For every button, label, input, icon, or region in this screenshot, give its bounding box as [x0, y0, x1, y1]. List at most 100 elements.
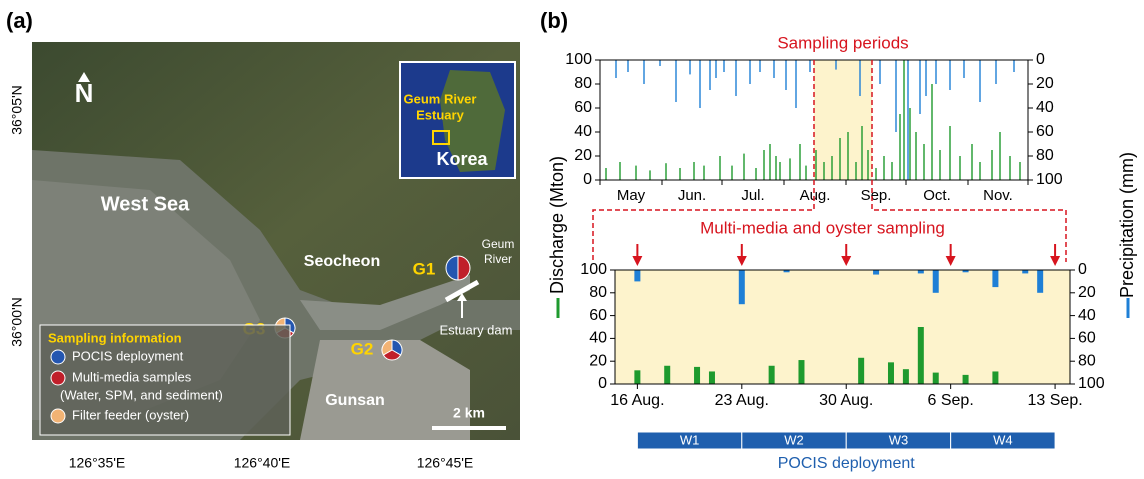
bar [1037, 270, 1043, 293]
bar [755, 168, 756, 180]
bar [895, 60, 896, 132]
bar [815, 150, 816, 180]
bar [679, 168, 680, 180]
legend-label: (Water, SPM, and sediment) [60, 387, 223, 402]
chart-title: Sampling periods [777, 33, 908, 52]
bar [739, 270, 745, 304]
x-tick-label: 13 Sep. [1028, 392, 1083, 409]
bar [992, 270, 998, 287]
bar [925, 60, 926, 96]
bar [995, 60, 996, 84]
sampling-arrow-head [1050, 256, 1060, 266]
legend-label: Filter feeder (oyster) [72, 407, 189, 422]
x-tick-label: May [617, 187, 646, 204]
plot-background [615, 270, 1070, 384]
y-tick-label: 40 [574, 123, 592, 140]
bar [935, 60, 936, 84]
bar [735, 60, 736, 96]
bar [769, 144, 770, 180]
y2-tick-label: 0 [1036, 51, 1045, 68]
x-tick-label: 6 Sep. [928, 392, 974, 409]
scale-label: 2 km [453, 405, 485, 421]
bar [703, 166, 704, 180]
bar [605, 168, 606, 180]
bar [1022, 270, 1028, 273]
bar [749, 60, 750, 84]
bar [873, 270, 879, 275]
y2-tick-label: 100 [1036, 171, 1063, 188]
bar [959, 156, 960, 180]
pocis-week-label: W2 [784, 432, 804, 447]
bar [619, 162, 620, 180]
bar [918, 270, 924, 273]
latitude-label: 36°00'N [9, 297, 25, 347]
y2-tick-label: 100 [1078, 375, 1105, 392]
bar [689, 60, 690, 74]
bar [879, 60, 880, 84]
bar [939, 150, 940, 180]
sampling-arrow-head [841, 256, 851, 266]
place-label: West Sea [101, 193, 190, 215]
y-tick-label: 60 [589, 307, 607, 324]
bar [855, 162, 856, 180]
bar [847, 132, 848, 180]
x-tick-label: Jun. [678, 187, 706, 204]
bar [933, 270, 939, 293]
bar [643, 60, 644, 84]
x-tick-label: Jul. [741, 187, 764, 204]
bar [831, 156, 832, 180]
bar [888, 362, 894, 384]
bar [891, 162, 892, 180]
bar [933, 373, 939, 384]
bar [919, 60, 920, 114]
bar [634, 270, 640, 281]
bar [861, 126, 862, 180]
bar [769, 366, 775, 384]
longitude-label: 126°35'E [69, 455, 126, 471]
bar [699, 60, 700, 108]
bar [665, 163, 666, 180]
annotation: Multi-media and oyster sampling [700, 218, 945, 237]
place-label: Geum [482, 237, 515, 251]
bar [693, 162, 694, 180]
longitude-label: 126°45'E [417, 455, 474, 471]
map: Geum River Estuary Korea N West Sea Seoc… [9, 42, 520, 471]
longitude-label: 126°40'E [234, 455, 291, 471]
bar [635, 166, 636, 180]
legend-marker [51, 409, 65, 423]
bar [915, 132, 916, 180]
bar [634, 370, 640, 384]
y2-tick-label: 80 [1036, 147, 1054, 164]
y-tick-label: 100 [580, 261, 607, 278]
bar [763, 150, 764, 180]
bar [918, 327, 924, 384]
y-tick-label: 0 [598, 375, 607, 392]
place-label: River [484, 252, 512, 266]
y2-tick-label: 20 [1078, 284, 1096, 301]
bar [659, 60, 660, 66]
y-tick-label: 0 [583, 171, 592, 188]
y-tick-label: 40 [589, 330, 607, 347]
bar [859, 60, 860, 96]
y-tick-label: 80 [574, 75, 592, 92]
y2-tick-label: 60 [1078, 330, 1096, 347]
x-tick-label: Oct. [923, 187, 951, 204]
y2-tick-label: 40 [1078, 307, 1096, 324]
x-tick-label: 23 Aug. [715, 392, 769, 409]
bar [743, 154, 744, 180]
bar [963, 375, 969, 384]
bar [999, 132, 1000, 180]
inset-label: Estuary [416, 107, 464, 122]
y2-tick-label: 0 [1078, 261, 1087, 278]
bar [785, 60, 786, 90]
bar [839, 138, 840, 180]
legend-label: POCIS deployment [72, 348, 184, 363]
bar [715, 60, 716, 78]
pocis-week-label: W3 [889, 432, 909, 447]
x-tick-label: Nov. [983, 187, 1013, 204]
sampling-arrow-head [737, 256, 747, 266]
y-tick-label: 80 [589, 284, 607, 301]
bar [799, 144, 800, 180]
site-label: G1 [413, 259, 436, 278]
